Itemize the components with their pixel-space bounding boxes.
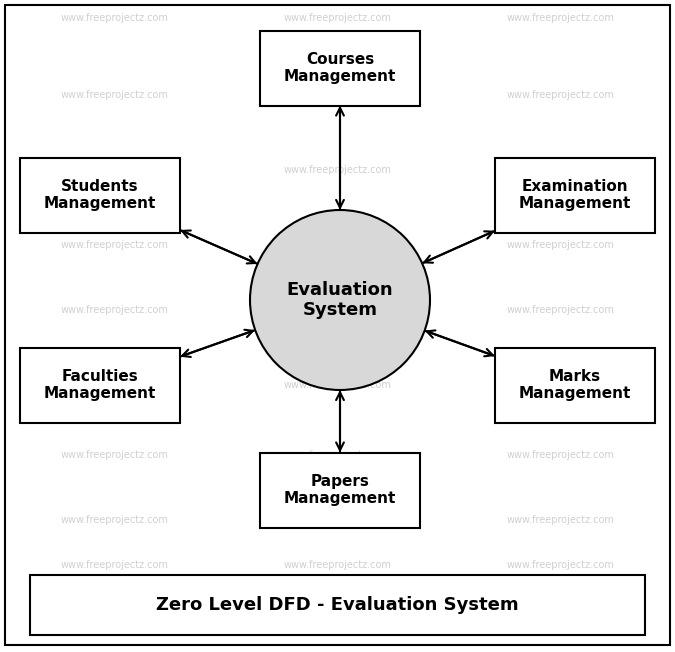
Text: www.freeprojectz.com: www.freeprojectz.com bbox=[506, 240, 614, 250]
Text: www.freeprojectz.com: www.freeprojectz.com bbox=[61, 305, 169, 315]
Bar bbox=[495, 158, 655, 233]
Text: www.freeprojectz.com: www.freeprojectz.com bbox=[61, 13, 169, 23]
Text: www.freeprojectz.com: www.freeprojectz.com bbox=[61, 380, 169, 390]
Text: www.freeprojectz.com: www.freeprojectz.com bbox=[284, 380, 392, 390]
Text: www.freeprojectz.com: www.freeprojectz.com bbox=[506, 560, 614, 570]
Text: www.freeprojectz.com: www.freeprojectz.com bbox=[284, 240, 392, 250]
Text: www.freeprojectz.com: www.freeprojectz.com bbox=[506, 450, 614, 460]
Text: Courses
Management: Courses Management bbox=[284, 52, 396, 84]
Text: www.freeprojectz.com: www.freeprojectz.com bbox=[284, 13, 392, 23]
Text: www.freeprojectz.com: www.freeprojectz.com bbox=[284, 305, 392, 315]
Text: Students
Management: Students Management bbox=[44, 179, 156, 211]
Text: www.freeprojectz.com: www.freeprojectz.com bbox=[284, 450, 392, 460]
Text: www.freeprojectz.com: www.freeprojectz.com bbox=[284, 560, 392, 570]
Text: www.freeprojectz.com: www.freeprojectz.com bbox=[506, 305, 614, 315]
Text: www.freeprojectz.com: www.freeprojectz.com bbox=[61, 90, 169, 100]
Text: www.freeprojectz.com: www.freeprojectz.com bbox=[284, 165, 392, 175]
Text: www.freeprojectz.com: www.freeprojectz.com bbox=[506, 380, 614, 390]
Bar bbox=[260, 31, 420, 106]
Text: Marks
Management: Marks Management bbox=[519, 369, 631, 401]
Bar bbox=[20, 348, 180, 422]
Text: www.freeprojectz.com: www.freeprojectz.com bbox=[61, 613, 169, 623]
Text: www.freeprojectz.com: www.freeprojectz.com bbox=[61, 560, 169, 570]
Bar bbox=[20, 158, 180, 233]
Text: Evaluation
System: Evaluation System bbox=[287, 280, 394, 319]
Text: Faculties
Management: Faculties Management bbox=[44, 369, 156, 401]
Bar bbox=[495, 348, 655, 422]
Bar bbox=[260, 452, 420, 527]
Bar bbox=[30, 575, 645, 635]
Text: www.freeprojectz.com: www.freeprojectz.com bbox=[61, 165, 169, 175]
Text: www.freeprojectz.com: www.freeprojectz.com bbox=[506, 90, 614, 100]
Text: www.freeprojectz.com: www.freeprojectz.com bbox=[506, 13, 614, 23]
Text: www.freeprojectz.com: www.freeprojectz.com bbox=[61, 240, 169, 250]
Text: Zero Level DFD - Evaluation System: Zero Level DFD - Evaluation System bbox=[156, 596, 519, 614]
Text: www.freeprojectz.com: www.freeprojectz.com bbox=[284, 613, 392, 623]
Text: www.freeprojectz.com: www.freeprojectz.com bbox=[506, 515, 614, 525]
Text: Papers
Management: Papers Management bbox=[284, 474, 396, 506]
Text: www.freeprojectz.com: www.freeprojectz.com bbox=[284, 515, 392, 525]
Text: www.freeprojectz.com: www.freeprojectz.com bbox=[61, 515, 169, 525]
Text: www.freeprojectz.com: www.freeprojectz.com bbox=[61, 450, 169, 460]
Circle shape bbox=[250, 210, 430, 390]
Text: www.freeprojectz.com: www.freeprojectz.com bbox=[506, 165, 614, 175]
Text: Examination
Management: Examination Management bbox=[519, 179, 631, 211]
Text: www.freeprojectz.com: www.freeprojectz.com bbox=[284, 90, 392, 100]
Text: www.freeprojectz.com: www.freeprojectz.com bbox=[506, 613, 614, 623]
